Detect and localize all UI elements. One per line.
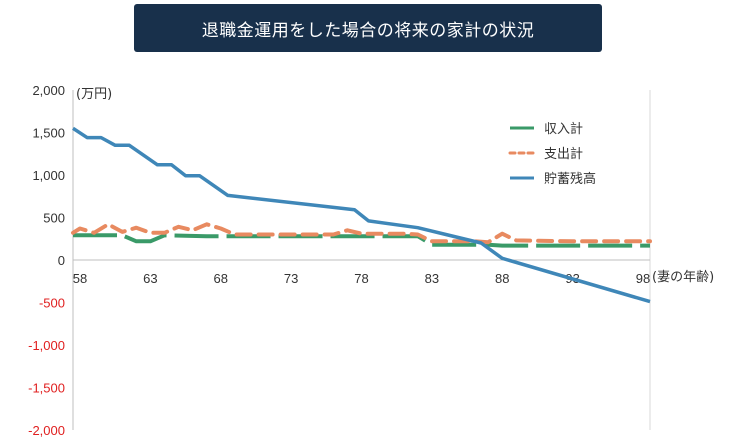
legend-label: 収入計	[544, 121, 583, 137]
y-tick-label: 500	[43, 211, 65, 226]
x-axis-ticks: 58 63 68 73 78 83 88 93 98	[73, 271, 650, 286]
y-tick-label: -1,500	[28, 381, 65, 396]
y-tick-label: 0	[58, 253, 65, 268]
x-tick-label: 83	[425, 271, 439, 286]
y-tick-label: 2,000	[32, 83, 65, 98]
series-line-expense	[71, 222, 652, 245]
x-tick-label: 63	[143, 271, 157, 286]
legend-label: 貯蓄残高	[544, 171, 596, 187]
y-tick-label: 1,500	[32, 126, 65, 141]
y-axis-ticks: 2,000 1,500 1,000 500 0 -500 -1,000 -1,500 -2,00…	[28, 83, 65, 438]
chart-title-banner: 退職金運用をした場合の将来の家計の状況	[134, 4, 602, 52]
x-tick-label: 88	[495, 271, 509, 286]
chart-grid	[72, 90, 651, 430]
y-tick-label: 1,000	[32, 168, 65, 183]
chart-title: 退職金運用をした場合の将来の家計の状況	[201, 20, 535, 41]
y-axis-label: (万円)	[76, 87, 112, 102]
x-tick-label: 98	[636, 271, 650, 286]
y-tick-label: -1,000	[28, 338, 65, 353]
y-tick-label: -500	[39, 296, 65, 311]
x-tick-label: 58	[73, 271, 87, 286]
x-axis-label: (妻の年齢)	[652, 270, 714, 285]
x-tick-label: 68	[214, 271, 228, 286]
y-tick-label: -2,000	[28, 423, 65, 438]
series-line-savings	[72, 126, 651, 304]
chart-series	[71, 126, 652, 304]
legend-label: 支出計	[544, 146, 583, 162]
x-tick-label: 73	[284, 271, 298, 286]
x-tick-label: 78	[354, 271, 368, 286]
